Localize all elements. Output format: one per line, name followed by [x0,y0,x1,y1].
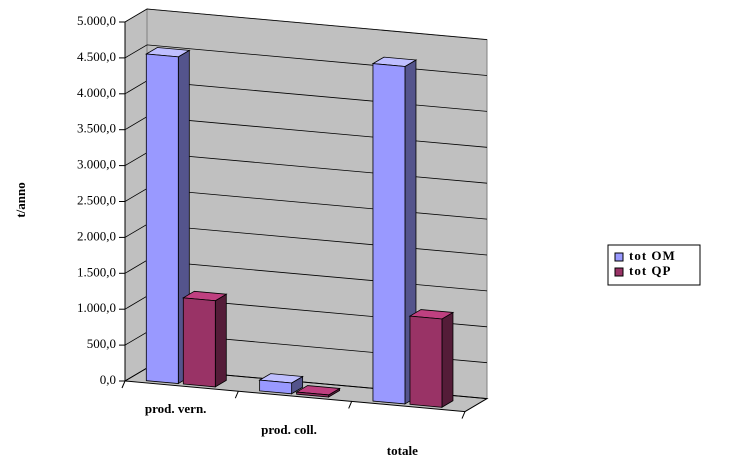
bar [372,63,406,405]
x-tick-label: prod. coll. [261,422,317,437]
y-tick-label: 5.000,0 [77,13,116,28]
x-tick [348,401,353,409]
bar [409,315,443,408]
bar-side [441,311,454,408]
grid-line [124,8,488,40]
legend-swatch [614,267,624,277]
y-tick-label: 4.000,0 [77,85,116,100]
bar [145,53,179,384]
x-tick-label: prod. vern. [145,401,207,416]
y-tick-label: 2.000,0 [77,228,116,243]
x-tick [121,380,126,389]
y-tick-label: 2.500,0 [77,192,116,207]
y-tick-label: 4.500,0 [77,49,116,64]
y-tick-label: 1.000,0 [77,300,116,315]
x-tick [234,391,239,399]
bar [259,379,293,395]
bar [182,297,216,388]
y-axis-label: t/anno [13,182,28,217]
x-tick [461,411,466,419]
bar-side [214,293,227,388]
y-tick-label: 1.500,0 [77,264,116,279]
y-tick-label: 0,0 [100,372,116,387]
legend-swatch [614,252,624,262]
x-tick-label: totale [387,443,418,458]
legend-box [607,244,701,286]
y-tick-label: 3.000,0 [77,157,116,172]
legend-label: tot QP [629,263,671,278]
y-tick-label: 500,0 [87,336,116,351]
legend-label: tot OM [629,248,676,263]
bar [296,391,330,398]
y-tick-label: 3.500,0 [77,121,116,136]
